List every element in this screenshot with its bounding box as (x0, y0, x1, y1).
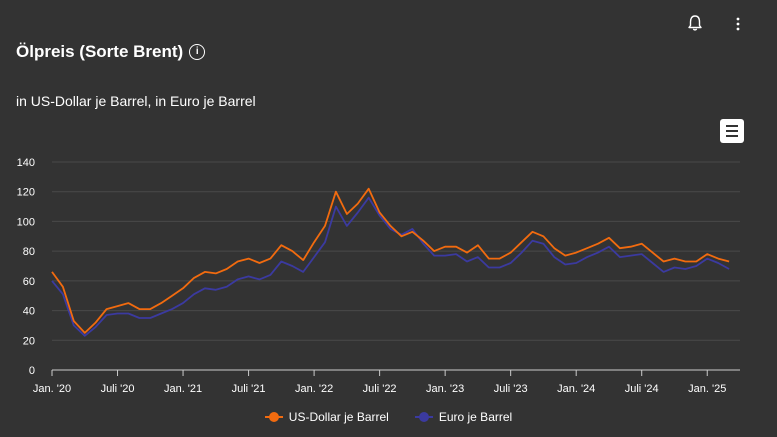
y-tick-label: 100 (17, 216, 35, 228)
more-vertical-icon[interactable] (733, 15, 743, 33)
y-tick-label: 20 (23, 335, 35, 347)
x-tick-label: Jan. '20 (33, 383, 71, 395)
x-tick-label: Juli '21 (232, 383, 266, 395)
y-tick-label: 140 (17, 157, 35, 169)
legend-item-usd[interactable]: US-Dollar je Barrel (264, 410, 389, 424)
chart-menu-button[interactable] (720, 119, 744, 143)
hamburger-menu-icon (726, 124, 738, 139)
x-tick-label: Jan. '23 (426, 383, 464, 395)
x-tick-label: Jan. '21 (164, 383, 202, 395)
x-tick-label: Juli '20 (101, 383, 135, 395)
legend-item-eur[interactable]: Euro je Barrel (414, 410, 513, 424)
x-tick-label: Juli '24 (625, 383, 659, 395)
series-line-eur (51, 196, 730, 337)
x-tick-label: Jan. '25 (688, 383, 726, 395)
info-icon[interactable]: i (189, 44, 206, 60)
chart-legend: US-Dollar je Barrel Euro je Barrel (0, 410, 777, 424)
series-line-usd (51, 187, 730, 334)
legend-label-usd: US-Dollar je Barrel (288, 410, 389, 424)
legend-swatch-usd (264, 412, 283, 422)
y-tick-label: 0 (29, 365, 35, 377)
y-tick-label: 60 (23, 276, 35, 288)
x-tick-label: Juli '22 (363, 383, 397, 395)
page-title: Ölpreis (Sorte Brent) i (16, 42, 206, 62)
y-tick-label: 120 (17, 187, 35, 199)
chart-title: Ölpreis (Sorte Brent) (16, 42, 184, 61)
x-tick-label: Jan. '24 (557, 383, 595, 395)
legend-swatch-eur (414, 412, 433, 422)
bell-icon[interactable] (686, 14, 704, 32)
x-tick-label: Jan. '22 (295, 383, 333, 395)
chart-subtitle: in US-Dollar je Barrel, in Euro je Barre… (16, 93, 256, 109)
y-tick-label: 80 (23, 246, 35, 258)
y-tick-label: 40 (23, 306, 35, 318)
x-tick-label: Juli '23 (494, 383, 528, 395)
legend-label-eur: Euro je Barrel (438, 410, 513, 424)
